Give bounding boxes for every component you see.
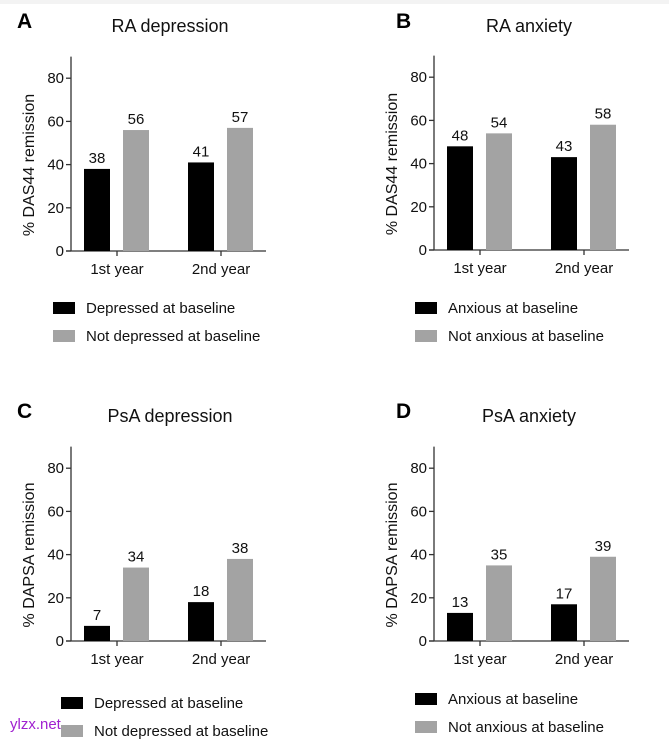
y-tick-label: 80 [410, 69, 427, 86]
panel-letter: B [396, 10, 411, 33]
legend-swatch [415, 693, 437, 705]
legend-swatch [415, 721, 437, 733]
y-tick-label: 0 [419, 633, 427, 650]
y-tick-label: 40 [410, 547, 427, 564]
data-label: 43 [556, 138, 573, 155]
legend-swatch [415, 302, 437, 314]
x-tick-label: 1st year [453, 260, 506, 277]
bar-not-baseline-2[interactable] [227, 558, 253, 641]
bar-baseline-1[interactable] [447, 612, 473, 641]
legend-label: Depressed at baseline [94, 695, 243, 712]
bar-not-baseline-1[interactable] [486, 565, 512, 641]
data-label: 48 [452, 127, 469, 144]
x-tick-label: 2nd year [555, 260, 613, 277]
y-tick-label: 40 [47, 547, 64, 564]
data-label: 17 [556, 585, 573, 602]
y-axis-label: % DAS44 remission [384, 93, 401, 235]
chart-title: RA anxiety [486, 16, 572, 36]
x-tick-label: 1st year [90, 261, 143, 278]
bar-not-baseline-1[interactable] [123, 567, 149, 641]
data-label: 56 [128, 111, 145, 128]
bar-baseline-2[interactable] [551, 604, 577, 641]
data-label: 38 [232, 540, 249, 557]
y-tick-label: 20 [410, 199, 427, 216]
y-tick-label: 0 [56, 633, 64, 650]
legend-label: Not depressed at baseline [86, 328, 260, 345]
legend-label: Not anxious at baseline [448, 328, 604, 345]
chart-panel-b: B RA anxiety 0 20 40 60 80 % DAS44 remission 1st… [384, 10, 629, 345]
data-label: 18 [193, 583, 210, 600]
y-tick-label: 80 [47, 70, 64, 87]
chart-title: PsA anxiety [482, 406, 576, 426]
data-label: 54 [491, 114, 508, 131]
x-tick-label: 1st year [90, 651, 143, 668]
y-tick-label: 0 [56, 243, 64, 260]
legend-swatch [61, 697, 83, 709]
bar-not-baseline-1[interactable] [486, 133, 512, 250]
chart-panel-a: A RA depression 0 20 40 60 80 % DAS44 remission… [17, 10, 266, 345]
legend-swatch [53, 330, 75, 342]
legend-label: Not depressed at baseline [94, 723, 268, 740]
bar-baseline-2[interactable] [188, 162, 214, 251]
data-label: 34 [128, 549, 145, 566]
y-tick-label: 20 [47, 200, 64, 217]
data-label: 7 [93, 607, 101, 624]
bar-not-baseline-2[interactable] [590, 124, 616, 250]
top-border [0, 0, 669, 4]
legend-swatch [61, 725, 83, 737]
chart-panel-d: D PsA anxiety 0 20 40 60 80 % DAPSA remission 1s… [384, 400, 629, 736]
y-tick-label: 20 [47, 590, 64, 607]
y-tick-label: 60 [410, 503, 427, 520]
bar-not-baseline-1[interactable] [123, 130, 149, 251]
y-axis-label: % DAPSA remission [21, 483, 38, 628]
y-tick-label: 40 [47, 157, 64, 174]
panel-letter: A [17, 10, 32, 33]
y-tick-label: 0 [419, 242, 427, 259]
data-label: 38 [89, 150, 106, 167]
x-tick-label: 1st year [453, 651, 506, 668]
bar-not-baseline-2[interactable] [227, 127, 253, 251]
legend-swatch [53, 302, 75, 314]
watermark: ylzx.net [10, 716, 61, 733]
x-tick-label: 2nd year [192, 261, 250, 278]
y-tick-label: 60 [410, 112, 427, 129]
legend-label: Anxious at baseline [448, 691, 578, 708]
data-label: 35 [491, 546, 508, 563]
y-tick-label: 20 [410, 590, 427, 607]
data-label: 41 [193, 143, 210, 160]
chart-title: PsA depression [107, 406, 232, 426]
chart-panel-c: C PsA depression 0 20 40 60 80 % DAPSA remissio… [17, 400, 268, 740]
chart-title: RA depression [111, 16, 228, 36]
legend-label: Anxious at baseline [448, 300, 578, 317]
bar-baseline-2[interactable] [551, 157, 577, 250]
bar-baseline-1[interactable] [84, 168, 110, 251]
y-axis-label: % DAS44 remission [21, 94, 38, 236]
bar-baseline-1[interactable] [84, 625, 110, 641]
x-tick-label: 2nd year [555, 651, 613, 668]
bar-not-baseline-2[interactable] [590, 556, 616, 641]
legend-label: Not anxious at baseline [448, 719, 604, 736]
legend-label: Depressed at baseline [86, 300, 235, 317]
y-tick-label: 80 [47, 460, 64, 477]
panel-letter: D [396, 400, 411, 423]
y-tick-label: 60 [47, 113, 64, 130]
bar-baseline-2[interactable] [188, 602, 214, 641]
data-label: 57 [232, 109, 249, 126]
panel-letter: C [17, 400, 32, 423]
x-tick-label: 2nd year [192, 651, 250, 668]
y-tick-label: 40 [410, 156, 427, 173]
y-tick-label: 60 [47, 503, 64, 520]
data-label: 58 [595, 106, 612, 123]
bar-baseline-1[interactable] [447, 146, 473, 250]
data-label: 13 [452, 594, 469, 611]
data-label: 39 [595, 538, 612, 555]
y-tick-label: 80 [410, 460, 427, 477]
legend-swatch [415, 330, 437, 342]
y-axis-label: % DAPSA remission [384, 483, 401, 628]
